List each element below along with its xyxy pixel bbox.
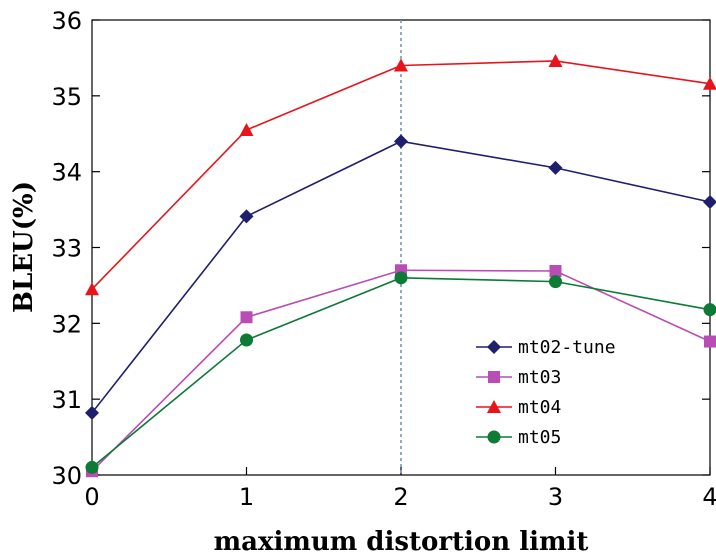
data-point-mt02-tune <box>85 405 99 420</box>
data-point-mt02-tune <box>548 160 563 175</box>
legend-marker-mt05 <box>487 430 501 444</box>
series-line-mt05 <box>91 277 711 469</box>
y-tick-label: 30 <box>51 462 82 490</box>
legend-marker-mt03 <box>488 371 500 383</box>
y-axis-title: BLEU(%) <box>9 181 39 313</box>
legend-label: mt03 <box>518 367 561 388</box>
data-point-mt05 <box>240 333 253 347</box>
y-tick-label: 35 <box>51 83 82 111</box>
data-point-mt03 <box>549 265 562 278</box>
data-point-mt03 <box>240 311 253 324</box>
data-point-mt05 <box>394 271 408 285</box>
x-tick-label: 2 <box>393 483 408 511</box>
legend-marker-mt02-tune <box>487 340 501 354</box>
y-tick-label: 34 <box>51 159 82 187</box>
y-tick-label: 33 <box>51 235 82 263</box>
data-point-mt05 <box>703 303 716 317</box>
x-tick-label: 1 <box>239 483 254 511</box>
data-point-mt03 <box>704 335 716 348</box>
legend-label: mt02-tune <box>518 337 616 358</box>
legend-marker-mt04 <box>487 400 501 413</box>
data-point-mt04 <box>239 122 254 136</box>
x-tick-label: 4 <box>702 483 716 511</box>
data-point-mt05 <box>85 460 99 474</box>
data-point-mt04 <box>394 58 408 72</box>
data-point-mt02-tune <box>239 209 254 224</box>
y-tick-label: 32 <box>51 310 82 338</box>
legend-label: mt05 <box>518 427 561 448</box>
series-markers <box>85 53 716 478</box>
data-point-mt02-tune <box>394 134 408 149</box>
x-axis-title: maximum distortion limit <box>214 527 589 555</box>
y-tick-label: 36 <box>51 7 82 35</box>
y-axis: 30 31 32 33 34 35 36 <box>51 7 710 490</box>
data-point-mt05 <box>549 275 562 289</box>
x-axis: 0 1 2 3 4 <box>84 467 716 511</box>
data-point-mt04 <box>548 53 563 67</box>
legend-label: mt04 <box>518 397 561 418</box>
x-tick-label: 0 <box>84 483 99 511</box>
y-tick-label: 31 <box>51 386 82 414</box>
legend: mt02-tune mt03 mt04 mt05 <box>476 337 616 448</box>
data-point-mt04 <box>703 76 716 90</box>
data-point-mt02-tune <box>703 195 716 209</box>
data-point-mt04 <box>85 282 99 296</box>
x-tick-label: 3 <box>548 483 563 511</box>
